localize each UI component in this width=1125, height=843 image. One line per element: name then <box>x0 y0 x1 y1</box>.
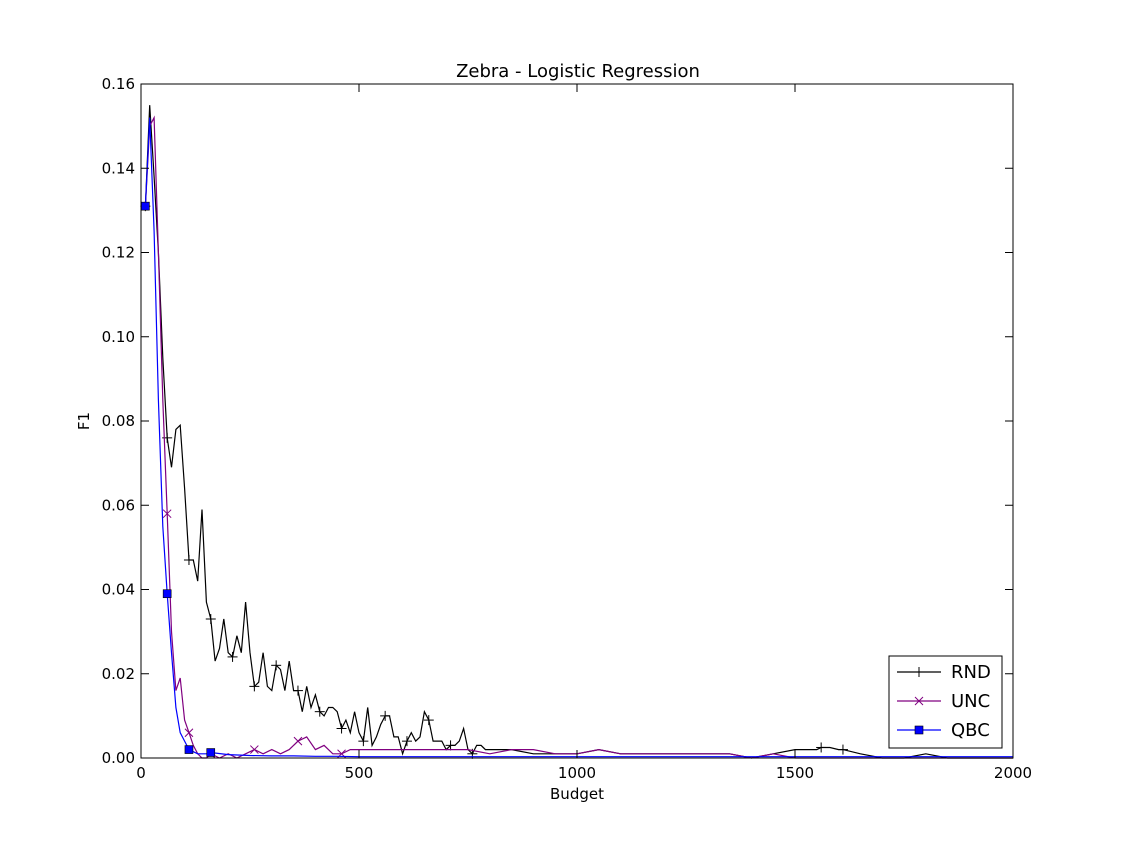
plot-area <box>140 105 1013 759</box>
legend-label: UNC <box>951 691 990 712</box>
y-tick-label: 0.00 <box>102 749 135 767</box>
y-axis: 0.00 0.02 0.04 0.06 0.08 0.10 0.12 0.14 0.16 <box>102 75 1013 767</box>
x-tick-label: 0 <box>136 764 146 782</box>
data-point <box>162 589 172 599</box>
data-point <box>914 696 924 706</box>
legend-item-rnd: RND <box>897 662 991 683</box>
y-tick-label: 0.12 <box>102 244 135 262</box>
x-tick-label: 1500 <box>776 764 814 782</box>
data-point <box>141 201 150 211</box>
series-line <box>144 117 1013 758</box>
legend: RND UNC QBC <box>888 655 1003 749</box>
y-tick-label: 0.10 <box>102 328 135 346</box>
y-tick-label: 0.02 <box>102 665 135 683</box>
legend-item-qbc: QBC <box>897 720 990 741</box>
data-point <box>162 509 172 519</box>
y-tick-label: 0.08 <box>102 412 135 430</box>
y-tick-label: 0.14 <box>102 159 135 177</box>
y-tick-label: 0.04 <box>102 581 135 599</box>
x-axis: 0 500 1000 1500 2000 <box>136 84 1032 782</box>
data-point <box>914 725 924 735</box>
series-qbc <box>141 117 1013 758</box>
legend-box <box>888 655 1003 749</box>
x-tick-label: 500 <box>345 764 374 782</box>
data-point <box>250 745 259 754</box>
chart-title: Zebra - Logistic Regression <box>456 61 700 82</box>
x-tick-label: 2000 <box>994 764 1032 782</box>
y-axis-label: F1 <box>75 412 93 430</box>
data-point <box>184 745 194 754</box>
x-axis-label: Budget <box>550 785 604 803</box>
legend-label: QBC <box>951 720 990 741</box>
legend-item-unc: UNC <box>897 691 990 712</box>
legend-label: RND <box>951 662 991 683</box>
y-tick-label: 0.16 <box>102 75 135 93</box>
data-point <box>206 748 216 757</box>
data-point <box>184 728 194 738</box>
x-tick-label: 1000 <box>558 764 596 782</box>
y-tick-label: 0.06 <box>102 496 135 514</box>
data-point <box>293 736 303 746</box>
